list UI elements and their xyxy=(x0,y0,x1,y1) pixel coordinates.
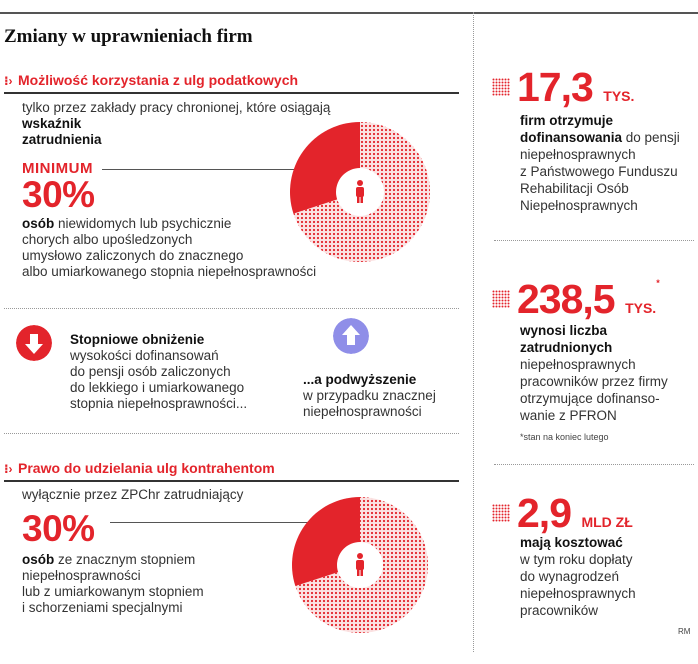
page-title: Zmiany w uprawnieniach firm xyxy=(4,26,253,47)
section1-percent: 30% xyxy=(22,174,95,215)
separator-1 xyxy=(4,308,459,309)
section1-description: osób niewidomych lub psychicznie chorych… xyxy=(22,216,317,279)
pie-chart-2 xyxy=(292,497,428,633)
section2-intro: wyłącznie przez ZPChr zatrudniający xyxy=(22,487,244,502)
pie1-connector xyxy=(102,169,327,170)
section2-heading-text: Prawo do udzielania ulg kontrahentom xyxy=(18,460,275,476)
stat2-text: wynosi liczba zatrudnionych niepełnospra… xyxy=(520,323,668,423)
section2-rule xyxy=(4,480,459,482)
stat-separator-2 xyxy=(494,464,694,465)
stat1-number-row: 17,3 TYS. xyxy=(517,64,635,110)
person-icon xyxy=(356,553,364,576)
arrow-down-icon xyxy=(16,325,52,361)
person-icon xyxy=(356,180,364,203)
section-marker-icon: ⁝› xyxy=(4,462,13,476)
section1-intro: tylko przez zakłady pracy chronionej, kt… xyxy=(22,100,331,147)
section-marker-icon: ⁝› xyxy=(4,74,13,88)
stat2-number-row: 238,5 TYS.* xyxy=(517,276,660,322)
stat3-number-row: 2,9 MLD ZŁ xyxy=(517,490,633,536)
section1-heading-text: Możliwość korzystania z ulg podatkowych xyxy=(18,72,299,88)
stat1-text: firm otrzymuje dofinansowania do pensji … xyxy=(520,113,680,213)
arrow-up-icon xyxy=(333,318,369,354)
dotted-square-icon xyxy=(492,504,510,522)
footnote: *stan na koniec lutego xyxy=(520,432,609,442)
pie2-connector xyxy=(110,522,326,523)
stat-separator-1 xyxy=(494,240,694,241)
section2-heading: ⁝› Prawo do udzielania ulg kontrahentom xyxy=(4,460,275,476)
top-rule xyxy=(0,12,698,14)
pie-chart-1 xyxy=(290,122,430,262)
section2-description: osób ze znacznym stopniem niepełnosprawn… xyxy=(22,552,204,615)
dotted-square-icon xyxy=(492,78,510,96)
column-divider xyxy=(473,12,474,652)
stat3-text: mają kosztować w tym roku dopłaty do wyn… xyxy=(520,535,636,618)
credit: RM xyxy=(678,627,691,636)
section1-heading: ⁝› Możliwość korzystania z ulg podatkowyc… xyxy=(4,72,298,88)
decrease-block: Stopniowe obniżenie wysokości dofinansow… xyxy=(70,332,248,411)
section2-percent: 30% xyxy=(22,508,95,549)
separator-2 xyxy=(4,433,459,434)
increase-block: ...a podwyższenie w przypadku znacznej n… xyxy=(303,372,436,419)
minimum-label: MINIMUM xyxy=(22,160,93,177)
section1-rule xyxy=(4,92,459,94)
dotted-square-icon xyxy=(492,290,510,308)
